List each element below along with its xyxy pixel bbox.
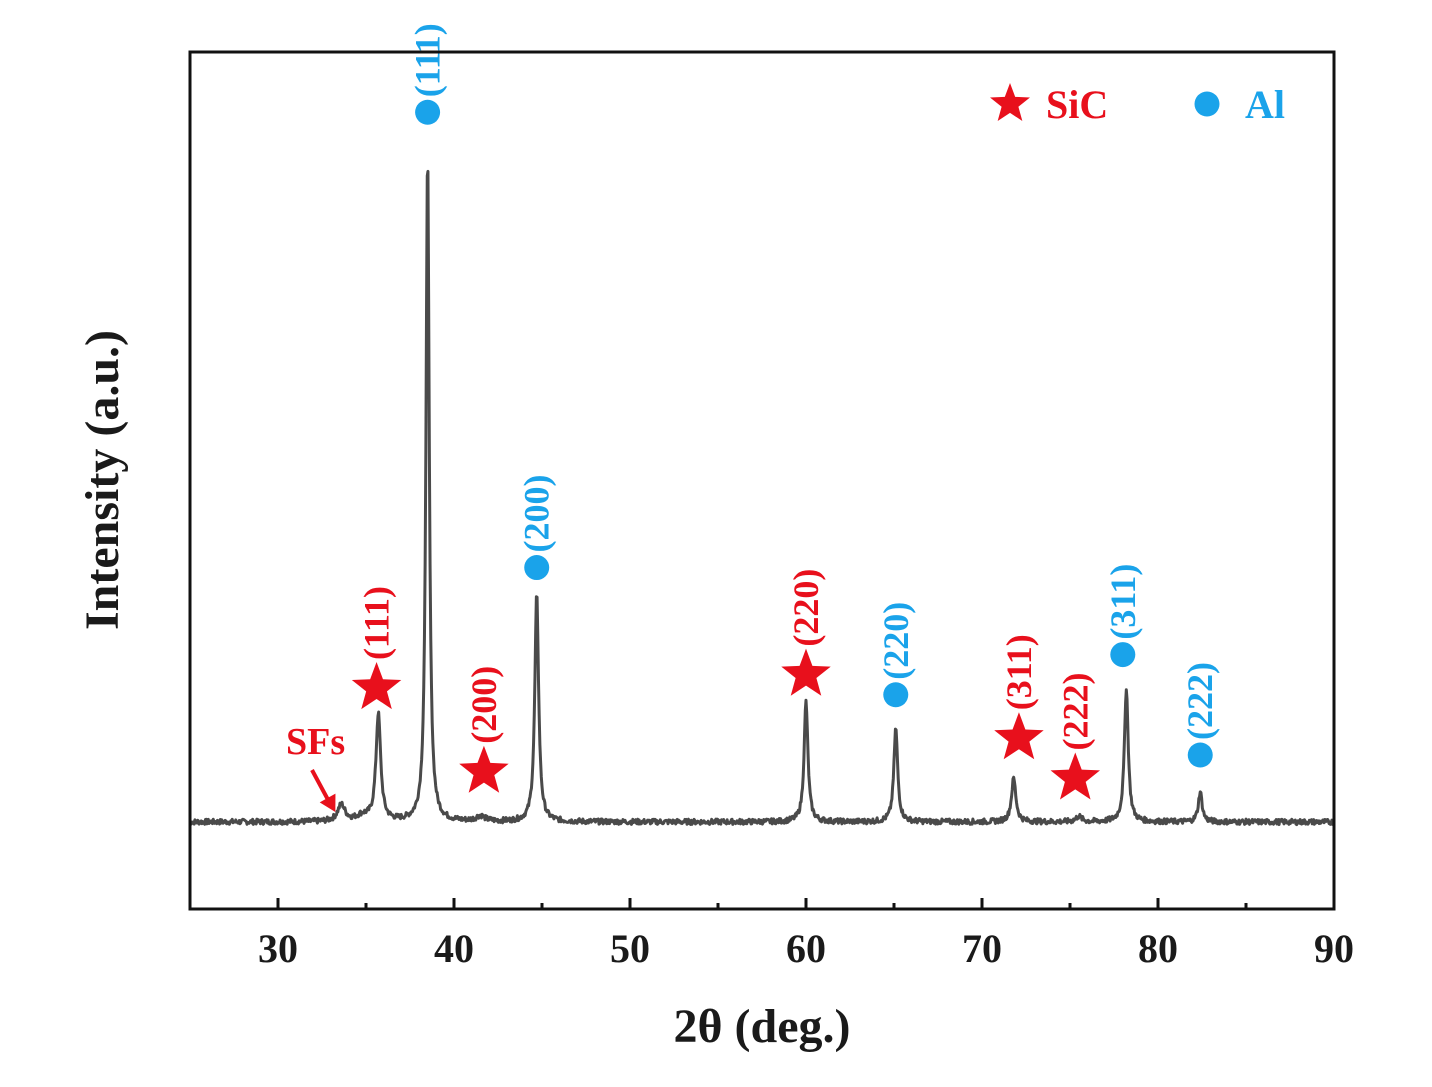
sic-star-marker: [994, 712, 1044, 760]
sic-star-marker: [1050, 752, 1101, 800]
x-tick-label: 70: [962, 926, 1002, 971]
al-circle-marker: [883, 682, 909, 708]
x-tick-label: 90: [1314, 926, 1354, 971]
x-tick-label: 50: [610, 926, 650, 971]
sfs-arrow-head: [319, 793, 336, 812]
peak-label: (222): [1055, 672, 1095, 750]
sic-star-marker: [351, 662, 402, 710]
peak-label: (111): [357, 586, 397, 660]
y-axis-title: Intensity (a.u.): [76, 330, 129, 630]
sfs-annotation-label: SFs: [286, 721, 345, 763]
plot-frame: [188, 50, 1336, 911]
x-axis-title: 2θ (deg.): [673, 1000, 850, 1053]
xrd-series-line: [189, 169, 1336, 827]
legend-circle-icon: [1194, 91, 1220, 117]
sic-star-marker: [459, 745, 509, 793]
peak-label: (200): [464, 666, 504, 744]
al-circle-marker: [1110, 642, 1136, 668]
al-circle-marker: [1187, 742, 1213, 768]
peak-label: (220): [876, 602, 916, 680]
x-axis-tick-labels: 30 40 50 60 70 80 90: [258, 926, 1354, 971]
legend: SiC Al: [990, 82, 1285, 127]
x-tick-label: 80: [1138, 926, 1178, 971]
peak-annotations: (111)(200)(220)(311)(222)(111)(200)(220)…: [286, 23, 1220, 812]
al-circle-marker: [415, 99, 441, 125]
legend-star-icon: [990, 83, 1030, 121]
peak-label: (220): [786, 569, 826, 647]
peak-label: (311): [999, 634, 1039, 710]
peak-label: (200): [517, 475, 557, 553]
xrd-curve-group: [189, 169, 1336, 827]
al-circle-marker: [524, 555, 550, 581]
sic-star-marker: [781, 648, 831, 696]
x-axis-ticks: [188, 898, 1336, 909]
legend-label: Al: [1245, 82, 1285, 127]
legend-label: SiC: [1046, 82, 1108, 127]
x-tick-label: 30: [258, 926, 298, 971]
peak-label: (111): [408, 23, 448, 97]
x-tick-label: 60: [786, 926, 826, 971]
peak-label: (311): [1103, 564, 1143, 640]
peak-label: (222): [1180, 662, 1220, 740]
x-tick-label: 40: [434, 926, 474, 971]
